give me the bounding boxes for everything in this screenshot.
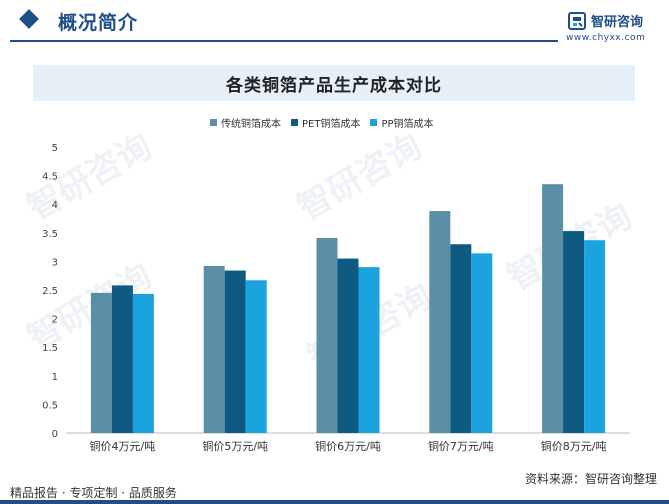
header-divider [10, 40, 558, 42]
bar [203, 265, 225, 433]
legend-swatch [210, 118, 217, 126]
y-tick-label: 1 [52, 372, 58, 383]
chart-title: 各类铜箔产品生产成本对比 [226, 76, 442, 96]
x-tick-label: 铜价7万元/吨 [428, 439, 494, 453]
bar [563, 231, 585, 433]
legend-item: PET铜箔成本 [291, 115, 360, 130]
y-tick-label: 3 [52, 257, 58, 268]
y-tick-label: 2.5 [42, 286, 58, 297]
legend-label: PET铜箔成本 [302, 118, 361, 130]
bar [90, 292, 112, 433]
bar [245, 280, 267, 433]
section-title: 概况简介 [58, 12, 139, 34]
bar [450, 244, 472, 433]
bar [429, 211, 451, 433]
bar [224, 270, 246, 433]
x-tick-label: 铜价5万元/吨 [202, 439, 268, 453]
y-tick-label: 5 [52, 143, 58, 154]
bar [337, 258, 359, 433]
header: 概况简介 智研咨询 www.chyxx.com [0, 0, 669, 46]
legend-item: PP铜箔成本 [370, 115, 434, 130]
bar [316, 237, 338, 433]
y-tick-label: 3.5 [42, 229, 58, 240]
legend-swatch [291, 118, 298, 126]
bar [584, 240, 606, 433]
footer-slogan: 精品报告 · 专项定制 · 品质服务 [10, 486, 177, 500]
legend-item: 传统铜箔成本 [210, 115, 281, 130]
y-tick-label: 4 [52, 200, 58, 211]
chart-title-banner: 各类铜箔产品生产成本对比 [33, 65, 635, 101]
x-tick-label: 铜价4万元/吨 [90, 439, 156, 453]
legend-label: 传统铜箔成本 [221, 118, 281, 130]
brand-url: www.chyxx.com [566, 33, 646, 43]
brand-name: 智研咨询 [591, 15, 644, 30]
y-tick-label: 2 [52, 315, 58, 326]
source-note: 资料来源：智研咨询整理 [524, 472, 657, 486]
footer-bar [0, 500, 669, 504]
bar [542, 184, 564, 433]
legend-label: PP铜箔成本 [381, 118, 434, 130]
bar [132, 294, 154, 433]
y-tick-label: 0 [52, 429, 58, 440]
legend: 传统铜箔成本 PET铜箔成本 PP铜箔成本 [210, 114, 444, 130]
bar [471, 253, 493, 433]
bar [111, 285, 133, 433]
bar [358, 267, 380, 433]
x-tick-label: 铜价6万元/吨 [315, 439, 381, 453]
y-tick-label: 1.5 [42, 343, 58, 354]
x-tick-label: 铜价8万元/吨 [541, 439, 607, 453]
brand: 智研咨询 www.chyxx.com [566, 10, 668, 46]
legend-swatch [370, 118, 378, 126]
y-tick-label: 4.5 [42, 172, 58, 183]
y-tick-label: 0.5 [42, 400, 58, 411]
brand-logo-icon [568, 12, 586, 30]
